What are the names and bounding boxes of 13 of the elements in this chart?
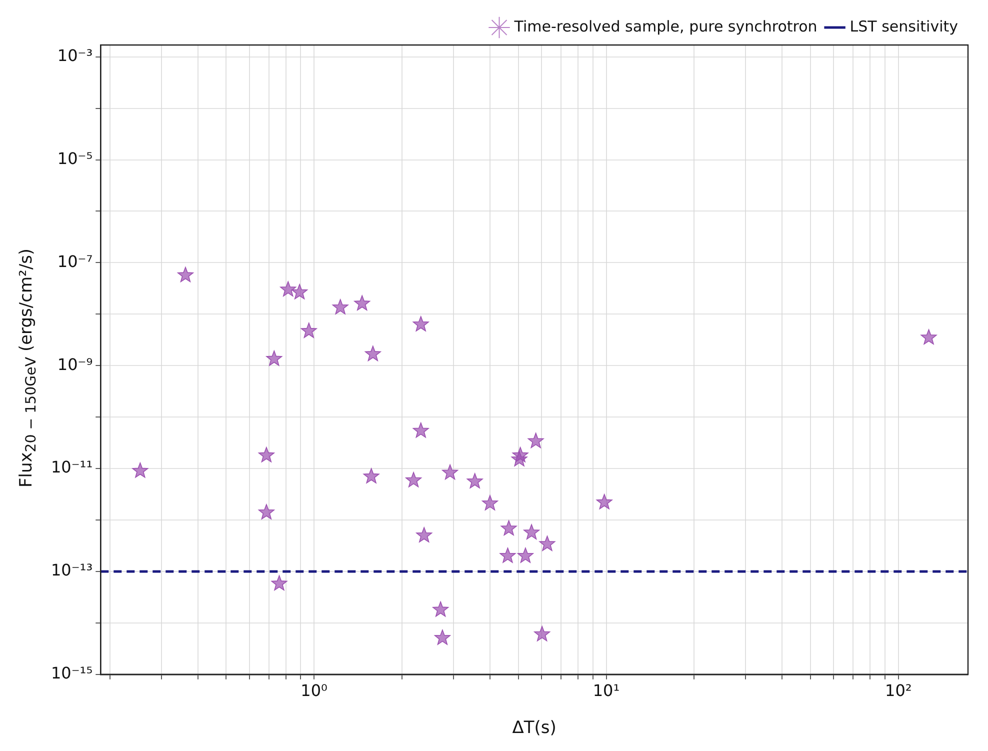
y-tick-label: 10⁻¹⁵ bbox=[50, 664, 93, 683]
x-tick-label: 10⁰ bbox=[300, 681, 328, 700]
legend-label: LST sensitivity bbox=[850, 17, 958, 36]
x-tick-label: 10² bbox=[885, 681, 912, 700]
y-tick-label: 10⁻⁷ bbox=[57, 252, 93, 271]
y-tick-label: 10⁻⁹ bbox=[57, 354, 93, 374]
y-tick-label: 10⁻¹¹ bbox=[50, 458, 93, 477]
y-tick-label: 10⁻⁵ bbox=[57, 148, 93, 168]
y-tick-label: 10⁻¹³ bbox=[50, 560, 93, 580]
legend-label: Time-resolved sample, pure synchrotron bbox=[513, 17, 818, 36]
x-axis-title: ΔT(s) bbox=[512, 718, 556, 738]
x-tick-label: 10¹ bbox=[592, 681, 620, 700]
y-tick-label: 10⁻³ bbox=[57, 46, 93, 66]
